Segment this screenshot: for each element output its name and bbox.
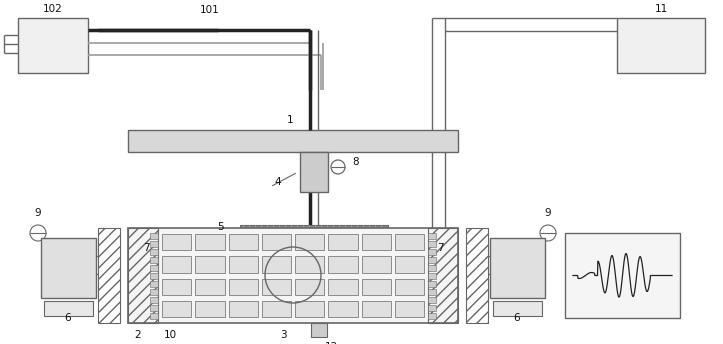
Bar — [428, 273, 436, 279]
Text: 3: 3 — [280, 330, 286, 340]
Bar — [428, 249, 436, 255]
Bar — [328, 234, 357, 250]
Bar — [295, 279, 324, 295]
Bar — [295, 301, 324, 317]
Bar — [328, 256, 357, 272]
Text: 7: 7 — [142, 243, 150, 253]
Bar — [195, 301, 225, 317]
Bar — [262, 301, 291, 317]
Bar — [362, 256, 390, 272]
Bar — [300, 152, 328, 192]
Bar — [295, 234, 324, 250]
Bar — [162, 279, 192, 295]
Bar — [362, 279, 390, 295]
Bar — [395, 234, 424, 250]
Bar — [328, 279, 357, 295]
Bar — [428, 233, 436, 239]
Bar — [466, 228, 488, 323]
Bar — [228, 279, 258, 295]
Bar — [617, 18, 705, 73]
Text: 102: 102 — [43, 4, 63, 14]
Bar — [150, 265, 158, 271]
Bar — [428, 228, 458, 323]
Bar — [362, 234, 390, 250]
Text: 12: 12 — [325, 342, 338, 344]
Bar — [162, 256, 192, 272]
Bar — [162, 301, 192, 317]
Bar — [41, 238, 96, 298]
Text: 2: 2 — [134, 330, 141, 340]
Bar — [150, 313, 158, 319]
Bar — [150, 305, 158, 311]
Bar — [150, 289, 158, 295]
Text: 1: 1 — [287, 115, 294, 125]
Bar — [395, 279, 424, 295]
Bar — [428, 305, 436, 311]
Text: 9: 9 — [544, 208, 552, 218]
Bar — [240, 225, 388, 235]
Text: 7: 7 — [437, 243, 443, 253]
Text: 10: 10 — [163, 330, 176, 340]
Bar — [128, 130, 458, 152]
Bar — [262, 234, 291, 250]
Bar — [18, 18, 88, 73]
Bar — [395, 256, 424, 272]
Text: 8: 8 — [353, 157, 359, 167]
Bar — [150, 273, 158, 279]
Bar — [428, 289, 436, 295]
Bar — [195, 256, 225, 272]
Bar — [150, 241, 158, 247]
Bar — [565, 233, 680, 318]
Bar — [128, 228, 458, 323]
Bar — [428, 265, 436, 271]
Bar — [195, 279, 225, 295]
Bar — [428, 281, 436, 287]
Bar — [328, 301, 357, 317]
Text: 4: 4 — [275, 177, 281, 187]
Bar — [262, 279, 291, 295]
Bar — [98, 228, 120, 323]
Bar — [311, 323, 327, 337]
Text: 11: 11 — [654, 4, 667, 14]
Bar — [128, 228, 158, 323]
Bar — [295, 256, 324, 272]
Bar — [150, 233, 158, 239]
Bar — [228, 234, 258, 250]
Text: 6: 6 — [64, 313, 72, 323]
Bar — [428, 297, 436, 303]
Bar — [395, 301, 424, 317]
Text: 9: 9 — [35, 208, 41, 218]
Bar — [428, 257, 436, 263]
Bar — [228, 301, 258, 317]
Text: 5: 5 — [217, 222, 223, 232]
Bar — [150, 297, 158, 303]
Bar — [228, 256, 258, 272]
Bar — [428, 241, 436, 247]
Text: 101: 101 — [200, 5, 220, 15]
Bar — [493, 301, 542, 316]
Bar — [362, 301, 390, 317]
Bar — [150, 249, 158, 255]
Bar — [162, 234, 192, 250]
Bar — [428, 313, 436, 319]
Text: 6: 6 — [513, 313, 521, 323]
Bar — [150, 257, 158, 263]
Bar — [262, 256, 291, 272]
Bar — [44, 301, 93, 316]
Bar — [490, 238, 545, 298]
Bar — [195, 234, 225, 250]
Bar — [150, 281, 158, 287]
